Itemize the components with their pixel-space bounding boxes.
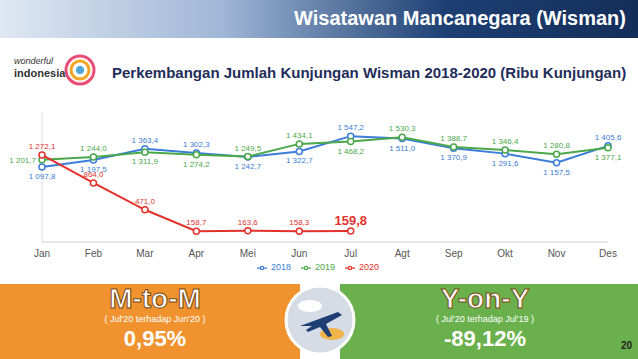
- svg-text:1 280,8: 1 280,8: [543, 141, 570, 150]
- svg-text:1 388,7: 1 388,7: [440, 134, 467, 143]
- html-text:20: 20: [620, 340, 632, 351]
- svg-text:1 201,7: 1 201,7: [9, 156, 36, 165]
- svg-text:Feb: Feb: [85, 248, 103, 259]
- svg-text:1 363,4: 1 363,4: [132, 136, 159, 145]
- html-text:2019: 2019: [315, 262, 335, 272]
- svg-text:1 405,6: 1 405,6: [595, 133, 622, 142]
- svg-text:1 434,1: 1 434,1: [286, 131, 313, 140]
- svg-text:Mei: Mei: [240, 248, 256, 259]
- svg-text:1 547,2: 1 547,2: [337, 123, 364, 132]
- html-text:( Jul'20 terhadap Jun'20 ): ( Jul'20 terhadap Jun'20 ): [104, 314, 206, 324]
- html-text:-89,12%: -89,12%: [444, 326, 526, 351]
- html-text:2020: 2020: [359, 262, 379, 272]
- html-text:0,95%: 0,95%: [123, 326, 187, 351]
- svg-text:Jun: Jun: [291, 248, 307, 259]
- svg-text:Jul: Jul: [344, 248, 357, 259]
- svg-text:1 302,3: 1 302,3: [183, 140, 210, 149]
- svg-text:Jan: Jan: [34, 248, 50, 259]
- svg-text:159,8: 159,8: [334, 213, 367, 228]
- svg-text:1 242,7: 1 242,7: [234, 162, 261, 171]
- svg-text:158,3: 158,3: [289, 218, 310, 227]
- svg-text:1 311,9: 1 311,9: [132, 157, 159, 166]
- svg-text:1 370,9: 1 370,9: [440, 153, 467, 162]
- svg-text:1 097,8: 1 097,8: [29, 172, 56, 181]
- svg-text:1 274,2: 1 274,2: [183, 160, 210, 169]
- svg-text:Sep: Sep: [445, 248, 463, 259]
- svg-text:1 377,1: 1 377,1: [595, 153, 622, 162]
- svg-text:1 511,0: 1 511,0: [389, 144, 416, 153]
- svg-text:471,0: 471,0: [135, 197, 156, 206]
- svg-text:1 244,0: 1 244,0: [80, 144, 107, 153]
- svg-text:1 291,6: 1 291,6: [492, 159, 519, 168]
- svg-text:158,7: 158,7: [186, 218, 207, 227]
- svg-text:Agt: Agt: [395, 248, 410, 259]
- svg-text:1 249,5: 1 249,5: [234, 144, 261, 153]
- html-text:2018: 2018: [271, 262, 291, 272]
- html-text:Perkembangan Jumlah Kunjungan: Perkembangan Jumlah Kunjungan Wisman 201…: [112, 64, 627, 81]
- svg-text:Okt: Okt: [497, 248, 513, 259]
- html-text:( Jul'20 terhadap Jul'19 ): ( Jul'20 terhadap Jul'19 ): [436, 314, 534, 324]
- html-text:indonesia: indonesia: [14, 67, 66, 79]
- svg-text:864,0: 864,0: [83, 170, 104, 179]
- svg-text:1 468,2: 1 468,2: [337, 147, 364, 156]
- svg-text:Mar: Mar: [136, 248, 154, 259]
- html-text:Y-on-Y: Y-on-Y: [440, 283, 530, 314]
- svg-text:1 530,3: 1 530,3: [389, 124, 416, 133]
- svg-text:1 272,1: 1 272,1: [29, 142, 56, 151]
- svg-text:Nov: Nov: [548, 248, 566, 259]
- svg-text:1 157,5: 1 157,5: [543, 168, 570, 177]
- svg-text:Des: Des: [599, 248, 617, 259]
- svg-text:163,6: 163,6: [238, 218, 259, 227]
- svg-text:Apr: Apr: [189, 248, 205, 259]
- svg-text:1 346,4: 1 346,4: [492, 137, 519, 146]
- svg-text:1 322,7: 1 322,7: [286, 156, 313, 165]
- html-text:M-to-M: M-to-M: [109, 283, 201, 314]
- html-text:wonderful: wonderful: [14, 56, 53, 66]
- html-text:Wisatawan Mancanegara (Wisman): Wisatawan Mancanegara (Wisman): [294, 7, 626, 29]
